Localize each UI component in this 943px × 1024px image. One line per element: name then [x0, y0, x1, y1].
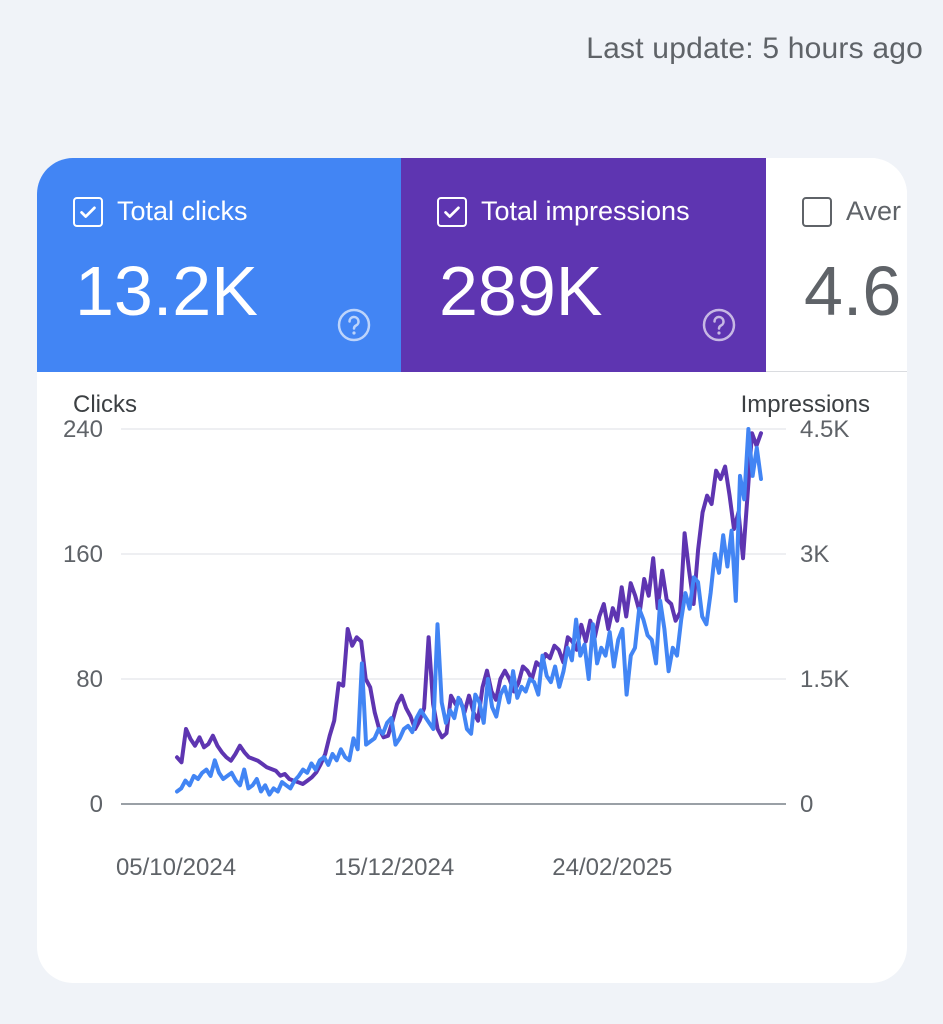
total-impressions-header: Total impressions: [437, 196, 690, 227]
left-tick-label: 0: [90, 791, 103, 818]
average-header: Aver: [802, 196, 901, 227]
left-tick-label: 240: [63, 416, 103, 443]
checkbox-checked-icon[interactable]: [73, 196, 103, 227]
left-tick-label: 80: [76, 666, 103, 693]
total-impressions-tile[interactable]: Total impressions 289K: [401, 158, 766, 372]
performance-chart: Clicks Impressions 0 0 80 1.5K 160 3K 240 4.5K 05/…: [37, 372, 907, 983]
total-clicks-header: Total clicks: [73, 196, 248, 227]
help-circle-icon[interactable]: [702, 308, 736, 342]
help-circle-icon[interactable]: [337, 308, 371, 342]
total-impressions-value: 289K: [439, 252, 603, 330]
left-tick-label: 160: [63, 541, 103, 568]
total-clicks-value: 13.2K: [75, 252, 258, 330]
x-tick-label: 24/02/2025: [552, 854, 672, 881]
performance-chart-svg: Clicks Impressions 0 0 80 1.5K 160 3K 240 4.5K 05/…: [63, 391, 870, 881]
x-tick-label: 05/10/2024: [116, 854, 236, 881]
average-tile[interactable]: Aver 4.6: [766, 158, 907, 372]
average-label: Aver: [846, 196, 902, 226]
average-value: 4.6: [804, 252, 902, 330]
total-impressions-label: Total impressions: [481, 196, 690, 226]
performance-card: Total clicks 13.2K Total impressions 289…: [37, 158, 907, 983]
left-axis-title: Clicks: [73, 391, 137, 418]
total-clicks-tile[interactable]: Total clicks 13.2K: [37, 158, 401, 372]
right-tick-label: 0: [800, 791, 813, 818]
impressions-series-line: [175, 431, 763, 786]
total-clicks-label: Total clicks: [117, 196, 248, 226]
right-axis-title: Impressions: [741, 391, 870, 418]
checkbox-checked-icon[interactable]: [437, 196, 467, 227]
checkbox-unchecked-icon[interactable]: [802, 196, 832, 227]
x-tick-label: 15/12/2024: [334, 854, 454, 881]
right-tick-label: 3K: [800, 541, 829, 568]
last-update-text: Last update: 5 hours ago: [586, 32, 923, 65]
right-tick-label: 4.5K: [800, 416, 849, 443]
clicks-series-line: [175, 427, 763, 797]
metric-tiles: Total clicks 13.2K Total impressions 289…: [37, 158, 907, 372]
right-tick-label: 1.5K: [800, 666, 849, 693]
